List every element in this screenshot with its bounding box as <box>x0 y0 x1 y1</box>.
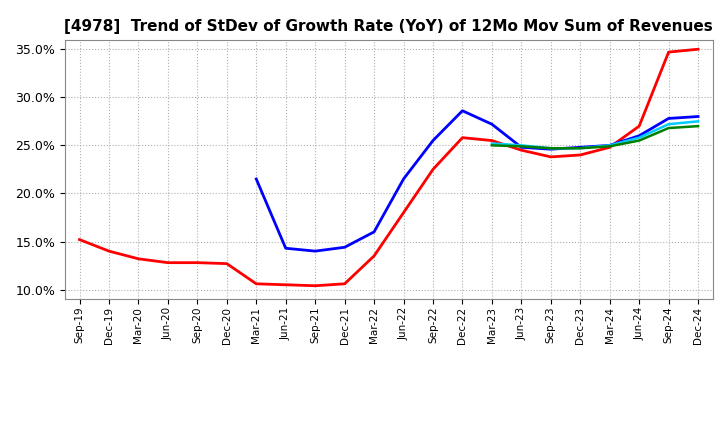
5 Years <box>282 246 290 251</box>
5 Years <box>341 245 349 250</box>
10 Years <box>546 146 555 151</box>
3 Years <box>399 210 408 215</box>
3 Years <box>75 237 84 242</box>
3 Years <box>487 138 496 143</box>
7 Years <box>635 135 644 140</box>
5 Years <box>487 121 496 127</box>
3 Years <box>311 283 320 288</box>
5 Years <box>635 133 644 139</box>
3 Years <box>222 261 231 266</box>
10 Years <box>517 144 526 149</box>
Line: 10 Years: 10 Years <box>492 126 698 148</box>
Title: [4978]  Trend of StDev of Growth Rate (YoY) of 12Mo Mov Sum of Revenues: [4978] Trend of StDev of Growth Rate (Yo… <box>64 19 714 34</box>
3 Years <box>282 282 290 287</box>
3 Years <box>576 152 585 158</box>
5 Years <box>576 145 585 150</box>
5 Years <box>665 116 673 121</box>
5 Years <box>399 176 408 182</box>
3 Years <box>665 49 673 55</box>
5 Years <box>546 147 555 152</box>
Line: 3 Years: 3 Years <box>79 49 698 286</box>
5 Years <box>370 229 379 235</box>
3 Years <box>458 135 467 140</box>
10 Years <box>487 143 496 148</box>
3 Years <box>193 260 202 265</box>
10 Years <box>665 125 673 131</box>
5 Years <box>458 108 467 114</box>
5 Years <box>311 249 320 254</box>
3 Years <box>370 253 379 259</box>
Line: 7 Years: 7 Years <box>492 121 698 148</box>
7 Years <box>606 143 614 148</box>
3 Years <box>428 167 437 172</box>
5 Years <box>606 143 614 148</box>
7 Years <box>665 121 673 127</box>
5 Years <box>517 145 526 150</box>
3 Years <box>694 47 703 52</box>
Line: 5 Years: 5 Years <box>256 111 698 251</box>
7 Years <box>694 119 703 124</box>
7 Years <box>576 146 585 151</box>
3 Years <box>546 154 555 160</box>
10 Years <box>606 144 614 149</box>
10 Years <box>635 138 644 143</box>
7 Years <box>487 141 496 146</box>
10 Years <box>694 124 703 129</box>
3 Years <box>104 249 113 254</box>
3 Years <box>517 147 526 153</box>
3 Years <box>635 124 644 129</box>
5 Years <box>252 176 261 182</box>
7 Years <box>546 146 555 151</box>
5 Years <box>694 114 703 119</box>
10 Years <box>576 146 585 151</box>
3 Years <box>341 281 349 286</box>
7 Years <box>517 143 526 148</box>
3 Years <box>252 281 261 286</box>
5 Years <box>428 138 437 143</box>
3 Years <box>134 256 143 261</box>
3 Years <box>606 145 614 150</box>
3 Years <box>163 260 172 265</box>
